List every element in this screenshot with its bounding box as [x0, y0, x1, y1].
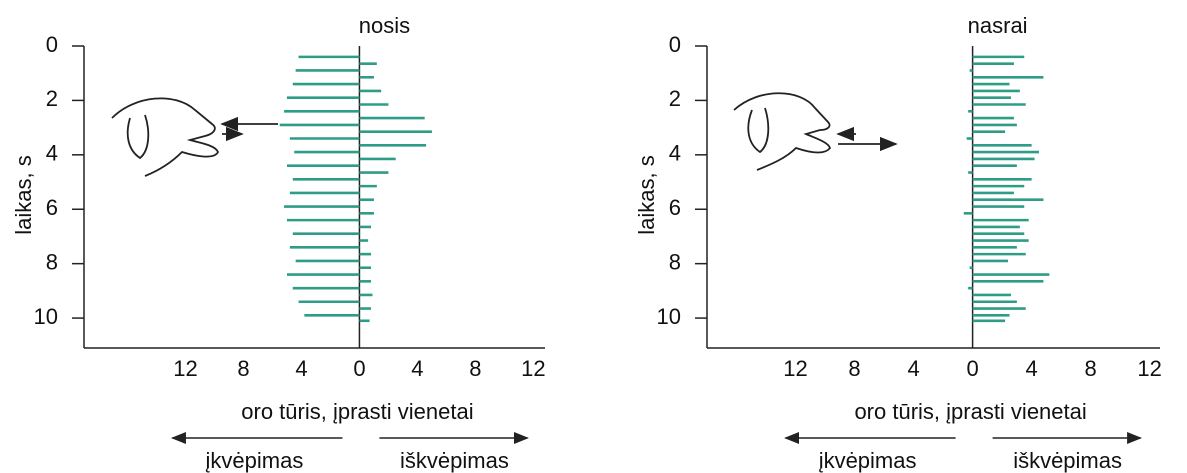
x-tick-label: 12	[173, 356, 197, 381]
y-tick-label: 4	[46, 141, 58, 166]
x-tick-label: 0	[966, 356, 978, 381]
y-tick-label: 4	[669, 141, 681, 166]
chart-title: nasrai	[968, 13, 1028, 38]
x-tick-label: 12	[783, 356, 807, 381]
y-axis-label: laikas, s	[11, 155, 36, 234]
y-tick-label: 6	[46, 195, 58, 220]
y-tick-label: 2	[46, 86, 58, 111]
x-tick-label: 8	[1085, 356, 1097, 381]
x-tick-label: 4	[295, 356, 307, 381]
x-tick-label: 12	[521, 356, 545, 381]
chart-title: nosis	[359, 13, 410, 38]
y-tick-label: 10	[657, 304, 681, 329]
x-tick-label: 8	[469, 356, 481, 381]
y-tick-label: 8	[669, 249, 681, 274]
x-tick-label: 4	[907, 356, 919, 381]
exhale-label: iškvėpimas	[1013, 448, 1122, 473]
y-axis-label: laikas, s	[634, 155, 659, 234]
x-axis-label: oro tūris, įprasti vienetai	[241, 399, 473, 424]
x-tick-label: 8	[848, 356, 860, 381]
x-tick-label: 0	[353, 356, 365, 381]
y-tick-label: 0	[669, 32, 681, 57]
x-tick-label: 8	[237, 356, 249, 381]
exhale-label: iškvėpimas	[400, 448, 509, 473]
inhale-label: įkvėpimas	[819, 448, 917, 473]
x-tick-label: 4	[411, 356, 423, 381]
x-tick-label: 12	[1137, 356, 1161, 381]
y-tick-label: 0	[46, 32, 58, 57]
dog-illustration	[733, 92, 898, 171]
x-tick-label: 4	[1026, 356, 1038, 381]
y-tick-label: 6	[669, 195, 681, 220]
dog-illustration	[111, 97, 278, 177]
y-tick-label: 2	[669, 86, 681, 111]
y-tick-label: 10	[34, 304, 58, 329]
inhale-label: įkvėpimas	[206, 448, 304, 473]
y-tick-label: 8	[46, 249, 58, 274]
x-axis-label: oro tūris, įprasti vienetai	[854, 399, 1086, 424]
